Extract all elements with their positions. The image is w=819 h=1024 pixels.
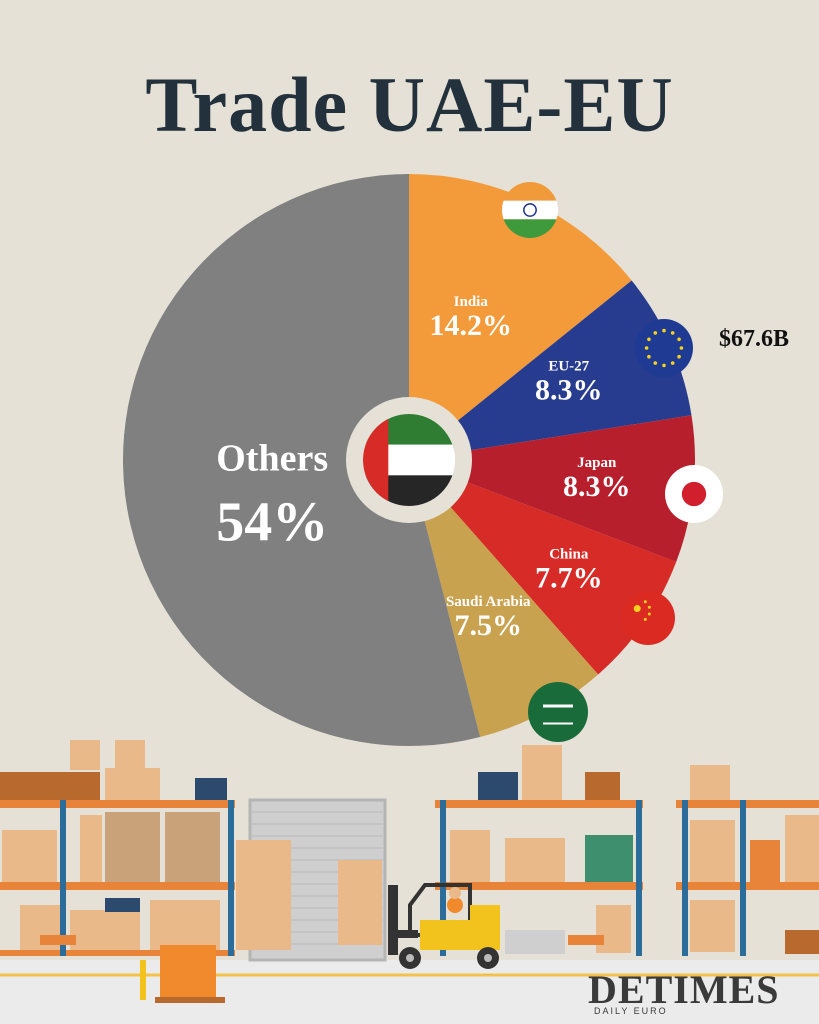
pie-slice-india [409,174,632,460]
slice-label-eu-27: EU-27 [548,359,589,375]
pie-slice-eu-27 [409,280,692,460]
japan-flag-icon [665,465,723,523]
total-value-label: $67.6B [719,326,789,352]
slice-label-china: China [549,546,589,562]
slice-value-japan: 8.3% [563,470,631,503]
logo-tagline: DAILY EURO [594,1006,668,1016]
slice-label-saudi-arabia: Saudi Arabia [446,594,531,610]
logo-wordmark: DETIMES [588,967,780,1012]
slice-value-saudi-arabia: 7.5% [455,609,523,642]
slice-value-india: 14.2% [430,309,513,342]
pie-slice-japan [409,415,695,562]
india-flag-icon [502,182,558,238]
pie-slice-others [122,174,481,746]
slice-value-others: 54% [216,492,328,554]
china-flag-icon [621,591,675,645]
saudi-flag-icon [528,682,588,742]
pie-slice-china [409,460,677,675]
detimes-logo: DETIMES DAILY EURO [588,966,788,1016]
slice-value-eu-27: 8.3% [535,374,603,407]
slice-label-others: Others [216,438,328,480]
chart-title: Trade UAE-EU [145,61,674,148]
slice-label-japan: Japan [577,455,617,471]
slice-label-india: India [454,294,489,310]
slice-value-china: 7.7% [535,561,603,594]
pie-slice-saudi-arabia [409,460,599,738]
eu-flag-icon [635,319,693,377]
